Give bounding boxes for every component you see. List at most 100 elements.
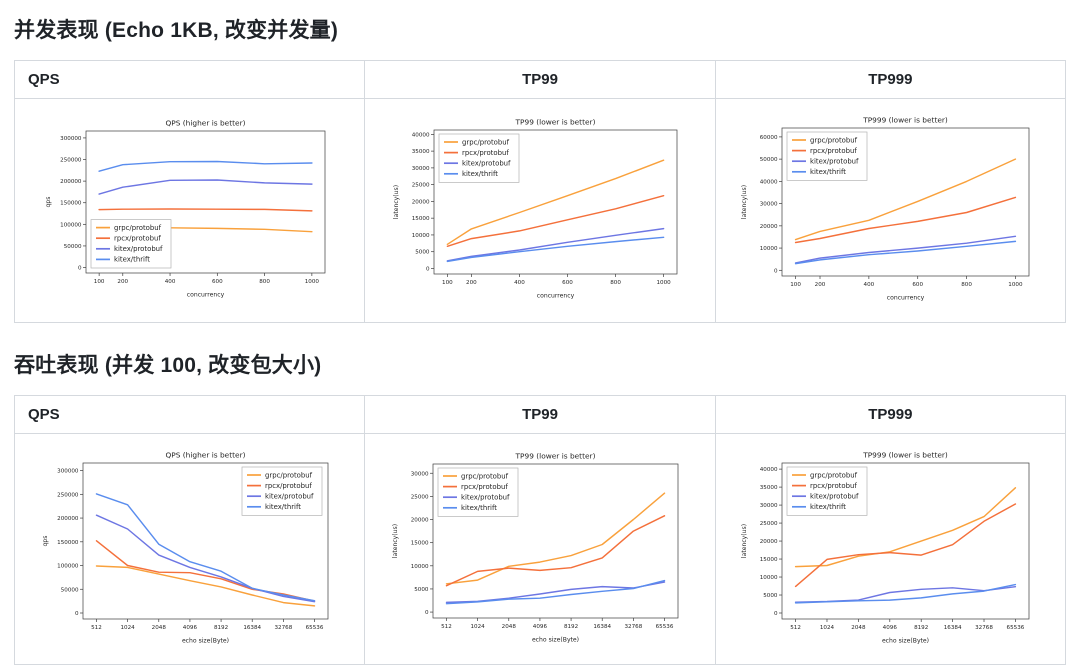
svg-text:150000: 150000: [60, 201, 82, 207]
svg-text:kitex/protobuf: kitex/protobuf: [114, 245, 163, 253]
svg-text:10000: 10000: [760, 575, 778, 581]
throughput-benchmark-table: QPS TP99 TP999 0 50000 100000 150000 200000 2…: [13, 395, 1067, 665]
svg-text:50000: 50000: [760, 157, 778, 163]
svg-text:5000: 5000: [764, 593, 779, 599]
concurrency-tp999-chart: 0 10000 20000 30000 40000 50000 60000 100 200 400…: [741, 116, 1030, 302]
svg-text:4096: 4096: [883, 625, 898, 631]
svg-text:5000: 5000: [414, 586, 429, 592]
svg-text:concurrency: concurrency: [537, 293, 575, 300]
svg-text:1024: 1024: [470, 624, 485, 630]
svg-text:8192: 8192: [914, 625, 928, 631]
svg-text:16384: 16384: [243, 625, 261, 631]
svg-text:kitex/protobuf: kitex/protobuf: [462, 160, 511, 168]
svg-text:16384: 16384: [944, 625, 962, 631]
svg-text:8192: 8192: [564, 624, 578, 630]
svg-text:100000: 100000: [57, 563, 79, 569]
svg-text:32768: 32768: [975, 625, 993, 631]
svg-text:100000: 100000: [60, 222, 82, 228]
svg-text:concurrency: concurrency: [887, 295, 925, 302]
svg-text:20000: 20000: [412, 199, 430, 205]
svg-text:1000: 1000: [656, 280, 671, 286]
concurrency-benchmark-table: QPS TP99 TP999 0 50000 100000 150000 200000 2…: [13, 60, 1067, 323]
svg-text:grpc/protobuf: grpc/protobuf: [462, 138, 510, 146]
svg-text:50000: 50000: [63, 244, 81, 250]
svg-text:16384: 16384: [593, 624, 611, 630]
svg-text:800: 800: [259, 279, 270, 285]
svg-text:400: 400: [514, 280, 525, 286]
svg-text:512: 512: [91, 625, 102, 631]
svg-text:100: 100: [93, 279, 104, 285]
svg-text:1024: 1024: [820, 625, 835, 631]
svg-text:600: 600: [913, 282, 924, 288]
svg-text:qps: qps: [42, 535, 49, 546]
svg-text:200: 200: [466, 280, 477, 286]
svg-text:grpc/protobuf: grpc/protobuf: [114, 224, 162, 232]
svg-text:2048: 2048: [502, 624, 517, 630]
column-header-qps: QPS: [13, 60, 366, 99]
svg-text:kitex/thrift: kitex/thrift: [810, 168, 846, 176]
concurrency-section-title: 并发表现 (Echo 1KB, 改变并发量): [14, 19, 339, 42]
svg-text:kitex/thrift: kitex/thrift: [461, 504, 497, 512]
svg-text:rpcx/protobuf: rpcx/protobuf: [810, 481, 857, 489]
svg-text:25000: 25000: [412, 183, 430, 189]
svg-text:0: 0: [426, 266, 430, 272]
svg-text:10000: 10000: [760, 246, 778, 252]
svg-text:TP999 (lower is better): TP999 (lower is better): [863, 116, 949, 125]
svg-text:65536: 65536: [305, 625, 323, 631]
svg-text:512: 512: [441, 624, 452, 630]
section-throughput: 吞吐表现 (并发 100, 改变包大小) QPS TP99 TP999 0 500…: [13, 349, 1067, 665]
svg-text:echo size(Byte): echo size(Byte): [182, 637, 229, 644]
svg-text:40000: 40000: [760, 179, 778, 185]
svg-text:rpcx/protobuf: rpcx/protobuf: [114, 235, 161, 243]
svg-text:800: 800: [610, 280, 621, 286]
svg-text:0: 0: [75, 611, 79, 617]
column-header-qps: QPS: [13, 395, 366, 434]
svg-text:20000: 20000: [411, 517, 429, 523]
svg-text:40000: 40000: [760, 467, 778, 473]
svg-text:1024: 1024: [120, 625, 135, 631]
throughput-qps-chart: 0 50000 100000 150000 200000 250000 300000 512 1…: [42, 450, 329, 644]
svg-text:1000: 1000: [304, 279, 319, 285]
svg-text:latency(us): latency(us): [393, 185, 400, 219]
svg-text:kitex/protobuf: kitex/protobuf: [810, 158, 859, 166]
svg-text:200: 200: [117, 279, 128, 285]
svg-text:25000: 25000: [411, 494, 429, 500]
svg-text:600: 600: [212, 279, 223, 285]
svg-text:65536: 65536: [1007, 625, 1025, 631]
svg-text:echo size(Byte): echo size(Byte): [882, 637, 929, 644]
svg-text:latency(us): latency(us): [741, 185, 748, 219]
svg-text:qps: qps: [45, 197, 52, 208]
svg-text:4096: 4096: [533, 624, 548, 630]
svg-text:1000: 1000: [1009, 282, 1024, 288]
concurrency-qps-chart: 0 50000 100000 150000 200000 250000 300000 100 2…: [45, 119, 326, 299]
svg-text:grpc/protobuf: grpc/protobuf: [810, 136, 858, 144]
svg-text:grpc/protobuf: grpc/protobuf: [461, 472, 509, 480]
svg-text:grpc/protobuf: grpc/protobuf: [265, 471, 313, 479]
svg-text:echo size(Byte): echo size(Byte): [532, 636, 579, 643]
svg-text:2048: 2048: [151, 625, 166, 631]
svg-text:0: 0: [774, 611, 778, 617]
svg-text:10000: 10000: [412, 233, 430, 239]
svg-text:kitex/protobuf: kitex/protobuf: [461, 493, 510, 501]
svg-text:20000: 20000: [760, 224, 778, 230]
svg-text:30000: 30000: [411, 471, 429, 477]
svg-text:kitex/protobuf: kitex/protobuf: [265, 492, 314, 500]
svg-text:kitex/protobuf: kitex/protobuf: [810, 492, 859, 500]
svg-text:0: 0: [78, 266, 82, 272]
column-header-tp99: TP99: [364, 60, 716, 99]
svg-text:35000: 35000: [412, 149, 430, 155]
svg-text:2048: 2048: [852, 625, 867, 631]
svg-text:100: 100: [791, 282, 802, 288]
svg-text:20000: 20000: [760, 539, 778, 545]
svg-text:100: 100: [442, 280, 453, 286]
throughput-tp999-chart: 0 5000 10000 15000 20000 25000 30000 35000 40000…: [741, 450, 1030, 644]
table-header-row: QPS TP99 TP999: [13, 60, 1067, 99]
svg-text:15000: 15000: [760, 557, 778, 563]
svg-text:rpcx/protobuf: rpcx/protobuf: [265, 481, 312, 489]
svg-text:30000: 30000: [760, 202, 778, 208]
column-header-tp999: TP999: [714, 395, 1067, 434]
column-header-tp999: TP999: [714, 60, 1067, 99]
table-header-row: QPS TP99 TP999: [13, 395, 1067, 434]
svg-text:concurrency: concurrency: [186, 292, 224, 299]
